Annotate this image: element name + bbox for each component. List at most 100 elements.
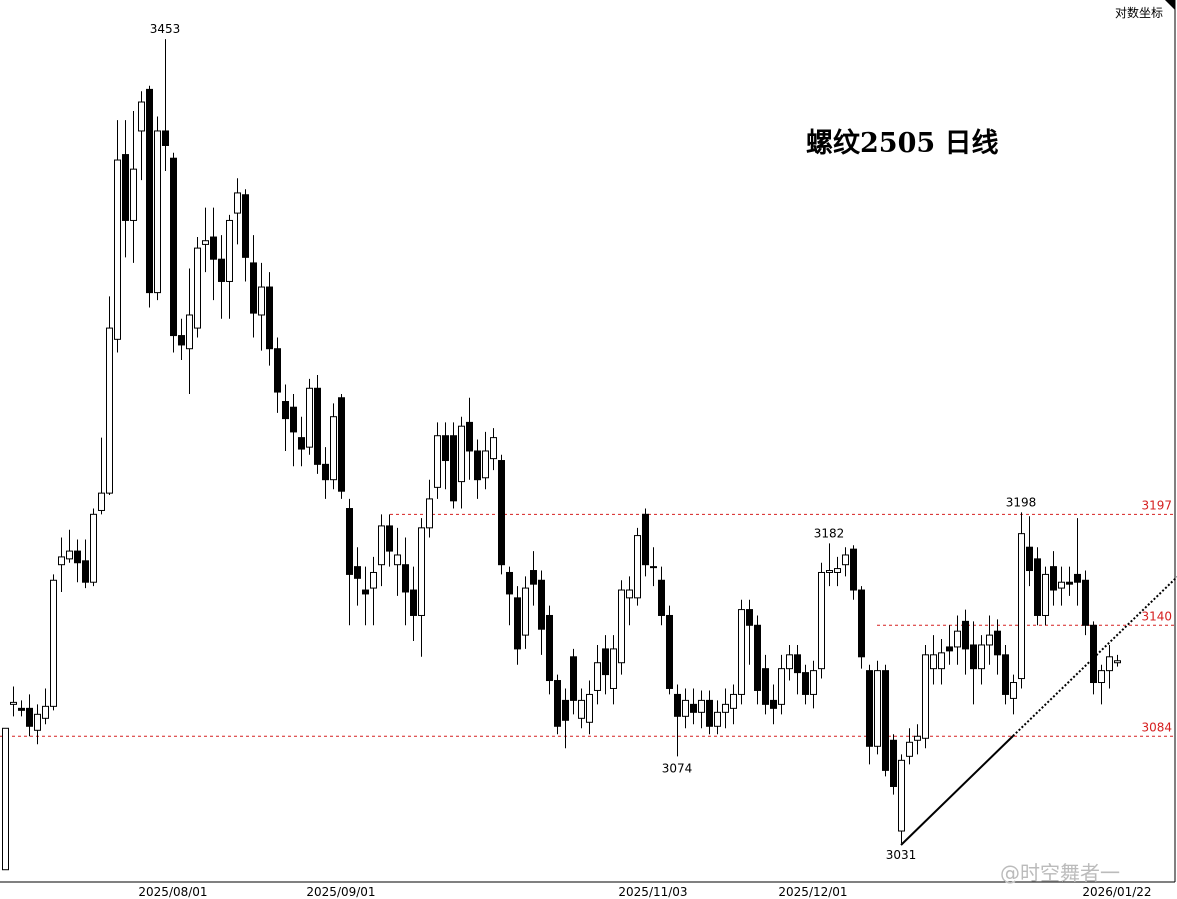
candle-body — [418, 527, 425, 616]
candle-body — [314, 387, 321, 465]
candle-body — [490, 437, 497, 460]
candle-body — [890, 739, 897, 787]
candle-body — [594, 662, 601, 691]
candle-body — [282, 401, 289, 420]
candle-body — [322, 463, 329, 481]
candle-body — [218, 258, 225, 282]
candle-body — [714, 711, 721, 727]
watermark: @时空舞者一 — [1000, 861, 1120, 885]
x-tick-label: 2025/12/01 — [778, 885, 847, 899]
candle-body — [1090, 624, 1097, 684]
candle-body — [986, 634, 993, 646]
candle-body — [106, 327, 113, 494]
candle-body — [610, 648, 617, 689]
candle-body — [202, 240, 209, 245]
candle-body — [410, 589, 417, 616]
candle-body — [546, 614, 553, 682]
candle-body — [90, 513, 97, 583]
candle-body — [394, 554, 401, 566]
candle-body — [1106, 656, 1113, 672]
candle-body — [634, 535, 641, 599]
candle-body — [1058, 581, 1065, 589]
candle-body — [570, 656, 577, 701]
candle-body — [706, 699, 713, 727]
candle-body — [1074, 573, 1081, 583]
candle-body — [266, 286, 273, 350]
candle-body — [802, 672, 809, 695]
candle-body — [826, 570, 833, 573]
candle-body — [762, 668, 769, 705]
trend-line — [900, 735, 1014, 846]
candle-body — [666, 614, 673, 689]
candle-body — [922, 654, 929, 739]
candle-body — [586, 693, 593, 723]
candle-body — [42, 705, 49, 719]
candle-body — [362, 589, 369, 595]
trough-label: 3074 — [662, 761, 693, 775]
candle-body — [34, 713, 41, 731]
candle-body — [242, 194, 249, 258]
candle-body — [626, 589, 633, 599]
candle-body — [122, 154, 129, 221]
candle-body — [274, 348, 281, 393]
candle-body — [354, 566, 361, 579]
candle-body — [842, 554, 849, 566]
candle-body — [874, 670, 881, 747]
candle-body — [682, 699, 689, 717]
candle-body — [722, 703, 729, 713]
candle-body — [194, 247, 201, 329]
level-label: 3140 — [1141, 609, 1172, 623]
candle-body — [978, 644, 985, 670]
candle-body — [954, 630, 961, 648]
candle-body — [250, 262, 257, 314]
x-tick-label: 2025/11/03 — [618, 885, 687, 899]
candle-body — [346, 508, 353, 575]
candle-body — [306, 387, 313, 448]
candle-body — [498, 460, 505, 566]
candle-body — [482, 450, 489, 479]
candle-body — [882, 670, 889, 771]
candle-body — [786, 654, 793, 670]
candle-body — [338, 397, 345, 492]
candle-body — [66, 550, 73, 560]
x-tick-label: 2025/08/01 — [138, 885, 207, 899]
candle-body — [138, 101, 145, 132]
candle-body — [458, 425, 465, 483]
candle-body — [474, 450, 481, 481]
candle-body — [146, 88, 153, 294]
level-label: 3084 — [1141, 720, 1172, 734]
candle-body — [178, 335, 185, 346]
candle-body — [658, 579, 665, 616]
candle-body — [778, 668, 785, 705]
candle-body — [738, 609, 745, 695]
candle-body — [1042, 573, 1049, 616]
candle-body — [690, 703, 697, 713]
candle-body — [962, 620, 969, 650]
candle-body — [506, 571, 513, 595]
candle-body — [946, 646, 953, 652]
candle-body — [434, 435, 441, 488]
candle-body — [562, 699, 569, 721]
candle-body — [602, 648, 609, 676]
candle-body — [746, 609, 753, 626]
candle-body — [906, 741, 913, 757]
candle-body — [834, 568, 841, 573]
candle-body — [2, 727, 9, 871]
candle-body — [186, 314, 193, 350]
candle-body — [770, 699, 777, 709]
candle-body — [10, 701, 17, 705]
chart-title: 螺纹2505 日线 — [806, 128, 999, 159]
candle-body — [466, 421, 473, 452]
candle-body — [994, 630, 1001, 656]
candle-body — [1018, 533, 1025, 680]
candle-body — [82, 560, 89, 583]
peak-label: 3182 — [814, 526, 845, 540]
candle-body — [858, 589, 865, 658]
candle-body — [938, 652, 945, 670]
candle-body — [50, 579, 57, 707]
candle-body — [1010, 682, 1017, 699]
peak-label: 3198 — [1006, 495, 1037, 509]
candle-body — [258, 286, 265, 316]
candle-body — [402, 564, 409, 593]
